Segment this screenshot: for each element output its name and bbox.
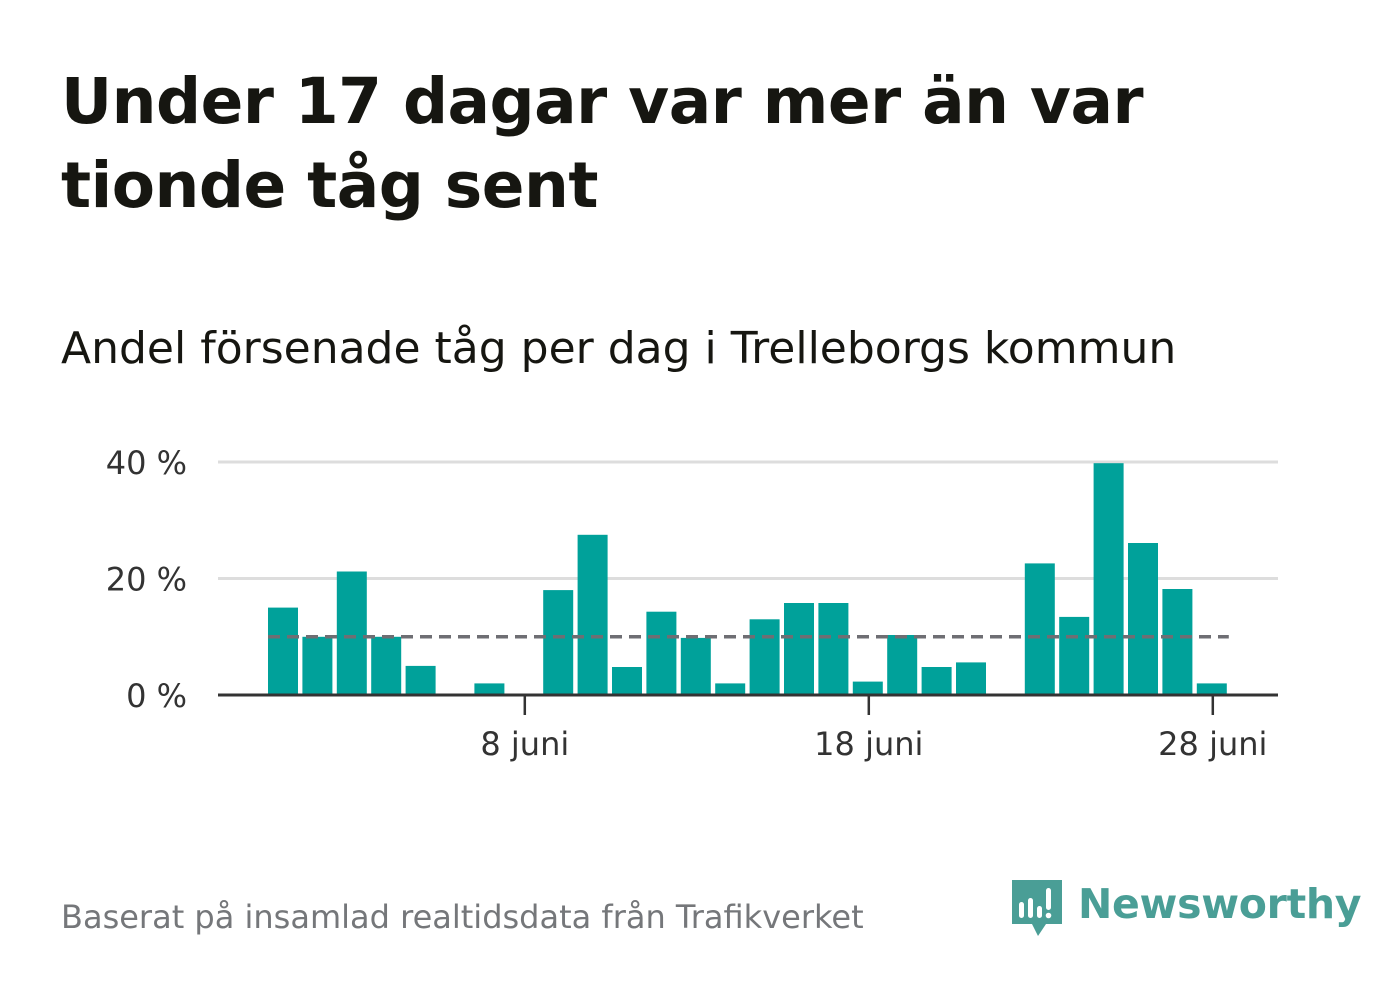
bar — [612, 667, 642, 695]
bar — [474, 683, 505, 695]
bar — [1162, 589, 1193, 695]
bar — [646, 611, 677, 695]
bars — [268, 463, 1227, 696]
source-note: Baserat på insamlad realtidsdata från Tr… — [61, 898, 864, 936]
bar — [852, 681, 883, 695]
bar — [818, 603, 849, 695]
brand-name: Newsworthy — [1078, 880, 1362, 928]
bar — [1024, 563, 1055, 695]
x-tick-label: 8 juni — [480, 725, 569, 763]
bar — [921, 667, 952, 695]
bar-chart: 0 % 20 % 40 % 8 juni 18 juni 28 juni — [106, 444, 1278, 763]
bar — [405, 665, 436, 695]
bar — [1196, 683, 1227, 695]
bar — [371, 636, 402, 696]
bar — [956, 662, 986, 695]
bar — [302, 636, 333, 696]
x-axis-ticks: 8 juni 18 juni 28 juni — [480, 695, 1267, 763]
x-tick-label: 18 juni — [814, 725, 923, 763]
bar — [336, 571, 367, 695]
y-tick-label: 40 % — [106, 444, 187, 482]
y-tick-label: 0 % — [126, 677, 187, 715]
bar — [1128, 543, 1158, 695]
bar — [268, 607, 298, 695]
y-tick-label: 20 % — [106, 561, 187, 599]
bar — [543, 590, 574, 695]
brand[interactable]: Newsworthy — [1010, 878, 1361, 940]
bar — [784, 603, 814, 695]
bar — [887, 635, 918, 695]
chart-subtitle: Andel försenade tåg per dag i Trelleborg… — [61, 323, 1177, 374]
bar — [577, 534, 608, 695]
bar — [1059, 616, 1090, 695]
bar — [680, 637, 711, 695]
bar-chart-speech-bubble-icon — [1012, 880, 1062, 936]
bar — [715, 683, 746, 695]
chart-title: Under 17 dagar var mer än var tionde tåg… — [61, 65, 1144, 222]
x-tick-label: 28 juni — [1158, 725, 1267, 763]
bar — [749, 619, 780, 695]
bar — [1093, 463, 1124, 695]
y-axis-ticks: 0 % 20 % 40 % — [106, 444, 187, 715]
